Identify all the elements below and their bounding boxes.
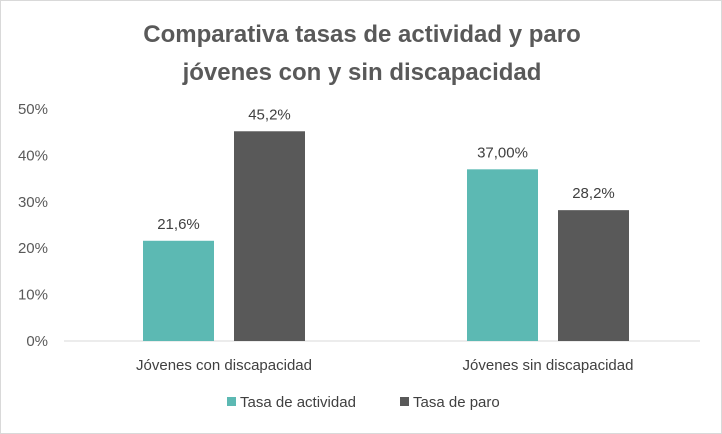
y-tick-label: 20% [18,240,48,257]
y-tick-label: 40% [18,147,48,164]
y-tick-label: 50% [18,101,48,118]
y-axis: 0% 10% 20% 30% 40% 50% [18,101,48,350]
legend-swatch [400,397,409,406]
y-tick-label: 0% [26,333,48,350]
data-label: 28,2% [572,185,615,202]
bar-unemployment-1 [234,131,305,341]
y-tick-label: 10% [18,287,48,304]
y-tick-label: 30% [18,194,48,211]
legend-entry: Tasa de actividad [240,394,356,411]
bar-unemployment-2 [558,210,629,341]
bars-group: 21,6% 37,00% 45,2% 28,2% [143,106,629,341]
bar-activity-1 [143,240,214,341]
data-label: 21,6% [157,216,200,233]
legend: Tasa de actividad Tasa de paro [227,394,500,411]
chart-title-line-1: Comparativa tasas de actividad y paro [143,21,581,48]
data-label: 45,2% [248,106,291,123]
chart-title-line-2: jóvenes con y sin discapacidad [182,59,542,86]
category-labels: Jóvenes con discapacidad Jóvenes sin disc… [136,357,633,374]
data-label: 37,00% [477,144,528,161]
legend-swatch [227,397,236,406]
legend-entry: Tasa de paro [413,394,500,411]
x-category-label: Jóvenes con discapacidad [136,357,312,374]
x-category-label: Jóvenes sin discapacidad [463,357,634,374]
bar-activity-2 [467,169,538,341]
